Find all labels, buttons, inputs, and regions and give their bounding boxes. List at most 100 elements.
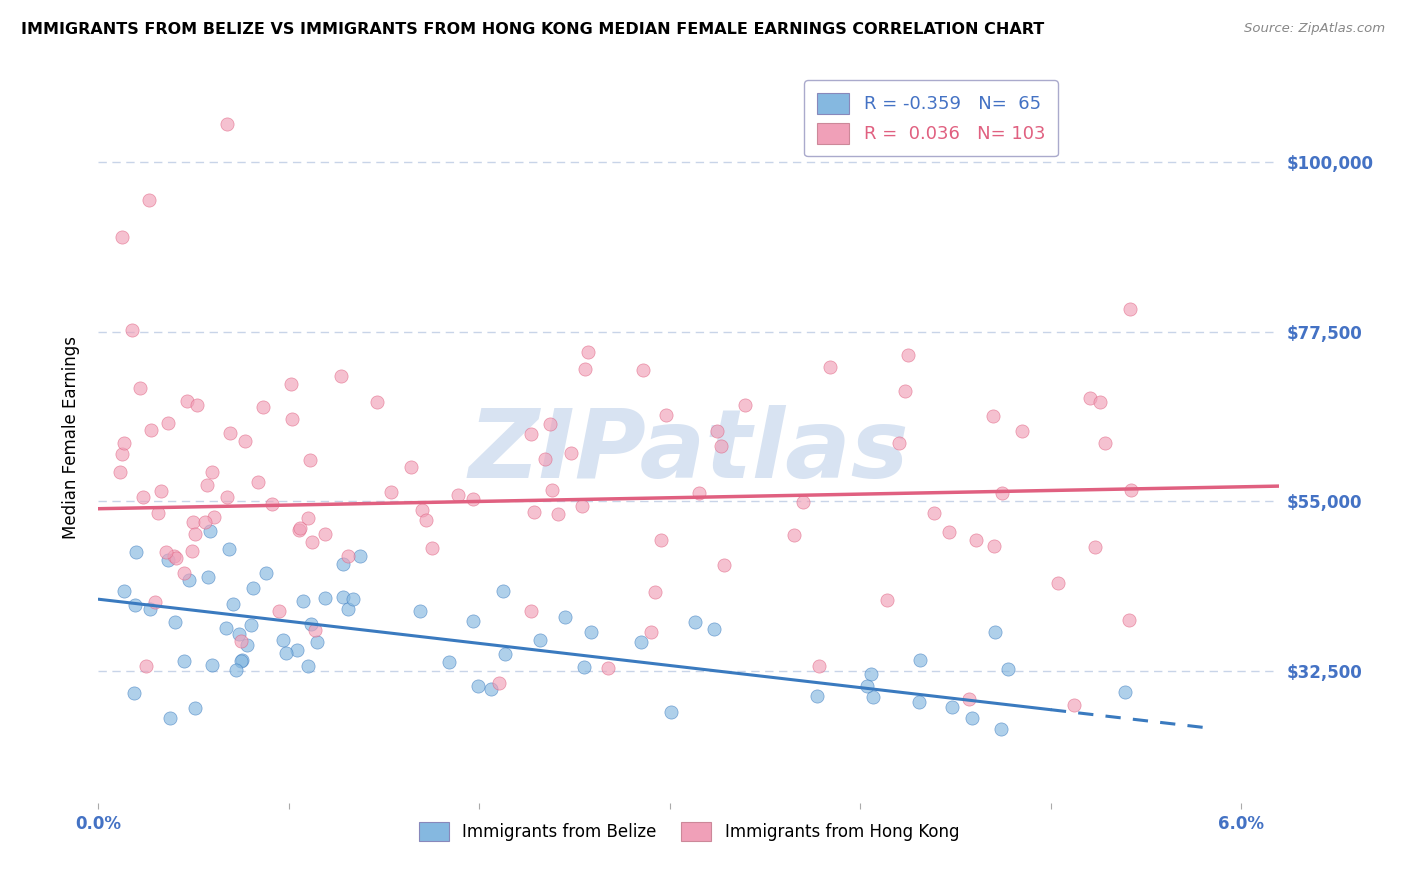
Point xyxy=(254,566,277,580)
Point xyxy=(215,621,238,635)
Point xyxy=(1011,424,1033,438)
Point xyxy=(941,700,963,714)
Point xyxy=(233,434,256,449)
Point xyxy=(887,435,910,450)
Point xyxy=(314,527,336,541)
Point xyxy=(710,438,733,452)
Point xyxy=(228,627,250,641)
Point xyxy=(157,416,180,430)
Point xyxy=(202,509,225,524)
Point xyxy=(876,592,898,607)
Point xyxy=(132,490,155,504)
Point xyxy=(305,635,328,649)
Point xyxy=(659,706,682,720)
Point xyxy=(554,609,576,624)
Point xyxy=(1088,395,1111,409)
Point xyxy=(314,591,336,606)
Point xyxy=(112,435,135,450)
Point xyxy=(519,427,541,442)
Point xyxy=(366,395,388,409)
Point xyxy=(860,667,883,681)
Point xyxy=(1078,391,1101,405)
Point xyxy=(155,545,177,559)
Point xyxy=(145,595,167,609)
Point xyxy=(337,602,360,616)
Point xyxy=(479,681,502,696)
Point xyxy=(292,593,315,607)
Point xyxy=(159,711,181,725)
Point xyxy=(538,417,561,431)
Point xyxy=(520,604,543,618)
Point xyxy=(329,369,352,384)
Point xyxy=(683,615,706,630)
Point xyxy=(688,486,710,500)
Point xyxy=(112,584,135,599)
Point xyxy=(177,573,200,587)
Point xyxy=(260,497,283,511)
Point xyxy=(247,475,270,489)
Point xyxy=(274,646,297,660)
Point xyxy=(252,400,274,414)
Point xyxy=(337,549,360,563)
Point xyxy=(280,412,302,426)
Legend: Immigrants from Belize, Immigrants from Hong Kong: Immigrants from Belize, Immigrants from … xyxy=(411,814,967,849)
Point xyxy=(713,558,735,572)
Point xyxy=(492,584,515,599)
Point xyxy=(222,597,245,611)
Point xyxy=(165,551,187,566)
Point xyxy=(138,193,160,207)
Point xyxy=(908,695,931,709)
Point xyxy=(703,622,725,636)
Point xyxy=(574,659,596,673)
Point xyxy=(332,591,354,605)
Y-axis label: Median Female Earnings: Median Female Earnings xyxy=(62,335,80,539)
Point xyxy=(415,513,437,527)
Point xyxy=(596,661,619,675)
Point xyxy=(792,494,814,508)
Point xyxy=(734,398,756,412)
Point xyxy=(180,544,202,558)
Point xyxy=(1084,540,1107,554)
Point xyxy=(447,488,470,502)
Point xyxy=(655,408,678,422)
Point xyxy=(997,662,1019,676)
Point xyxy=(280,377,302,392)
Point xyxy=(186,398,208,412)
Point xyxy=(135,658,157,673)
Point xyxy=(163,549,186,564)
Point xyxy=(125,545,148,559)
Text: Source: ZipAtlas.com: Source: ZipAtlas.com xyxy=(1244,22,1385,36)
Point xyxy=(299,617,322,632)
Point xyxy=(128,381,150,395)
Point xyxy=(380,484,402,499)
Point xyxy=(467,679,489,693)
Point xyxy=(783,527,806,541)
Point xyxy=(184,527,207,541)
Point xyxy=(271,633,294,648)
Point xyxy=(981,409,1004,423)
Point xyxy=(807,659,830,673)
Point xyxy=(818,359,841,374)
Point xyxy=(201,658,224,673)
Point xyxy=(231,633,253,648)
Point xyxy=(965,533,987,547)
Point xyxy=(225,664,247,678)
Point xyxy=(184,701,207,715)
Point xyxy=(990,723,1012,737)
Point xyxy=(236,638,259,652)
Point xyxy=(298,452,321,467)
Point xyxy=(547,507,569,521)
Point xyxy=(862,690,884,705)
Point xyxy=(411,503,433,517)
Point xyxy=(215,491,238,505)
Point xyxy=(571,499,593,513)
Point xyxy=(494,647,516,661)
Point xyxy=(897,348,920,362)
Point xyxy=(124,598,146,612)
Point xyxy=(290,521,312,535)
Point xyxy=(181,515,204,529)
Point xyxy=(938,525,960,540)
Point xyxy=(231,653,253,667)
Point xyxy=(231,654,253,668)
Point xyxy=(139,602,162,616)
